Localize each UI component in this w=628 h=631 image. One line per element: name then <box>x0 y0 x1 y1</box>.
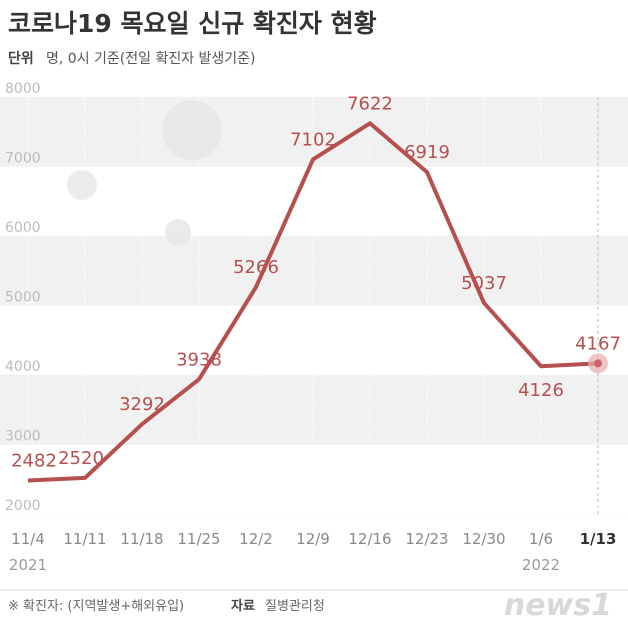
plot: 2482 2520 3292 3938 5266 7102 7622 6919 5037 4126… <box>11 93 621 483</box>
x-tick-label: 12/23 <box>405 530 448 548</box>
band <box>0 236 628 306</box>
data-label: 5266 <box>233 257 279 278</box>
y-tick-label: 7000 <box>5 151 41 167</box>
x-tick-label: 12/2 <box>239 530 273 548</box>
note: ※ 확진자: (지역발생+해외유입) <box>8 599 184 614</box>
data-label: 2482 <box>11 451 57 472</box>
data-label: 2520 <box>58 448 104 469</box>
x-tick-label: 11/25 <box>177 530 220 548</box>
virus <box>162 100 222 160</box>
logo: news1 <box>504 588 612 623</box>
line <box>27 121 599 483</box>
x-sublabel: 2022 <box>522 556 560 574</box>
data-label: 3292 <box>119 394 165 415</box>
data-label: 4167 <box>575 333 621 354</box>
y-tick-label: 8000 <box>5 81 41 97</box>
y-tick-label: 6000 <box>5 220 41 236</box>
x-tick-label: 12/9 <box>296 530 330 548</box>
end-marker <box>594 359 602 368</box>
x-tick-label: 11/11 <box>63 530 106 548</box>
x-tick-label: 12/30 <box>462 530 505 548</box>
x-tick-label: 11/4 <box>11 530 45 548</box>
y-tick-label: 4000 <box>5 359 41 375</box>
source: 질병관리청 <box>265 599 325 614</box>
unit: 명, 0시 기준(전일 확진자 발생기준) <box>46 51 256 67</box>
x-tick-label: 1/13 <box>580 530 617 548</box>
source-label: 자료 <box>231 599 255 614</box>
virus <box>67 170 97 200</box>
virus <box>165 219 191 245</box>
unit-label: 단위 <box>8 50 34 67</box>
x-tick-label: 11/18 <box>120 530 163 548</box>
band <box>0 97 628 167</box>
data-label: 5037 <box>461 273 507 294</box>
bands: 2000 3000 4000 5000 6000 7000 8000 <box>0 81 628 515</box>
virus-decoration <box>67 100 222 245</box>
y-tick-label: 3000 <box>5 429 41 445</box>
data-label: 6919 <box>404 142 450 163</box>
y-tick-label: 5000 <box>5 290 41 306</box>
band <box>0 375 628 445</box>
data-label: 7102 <box>290 129 336 150</box>
data-label: 7622 <box>347 93 393 114</box>
data-label: 4126 <box>518 380 564 401</box>
x-tick-label: 1/6 <box>529 530 553 548</box>
y-tick-label: 2000 <box>5 498 41 514</box>
x-sublabel: 2021 <box>9 556 47 574</box>
data-label: 3938 <box>176 349 222 370</box>
x-tick-label: 12/16 <box>348 530 391 548</box>
chart-title: 코로나19 목요일 신규 확진자 현황 <box>8 9 377 38</box>
